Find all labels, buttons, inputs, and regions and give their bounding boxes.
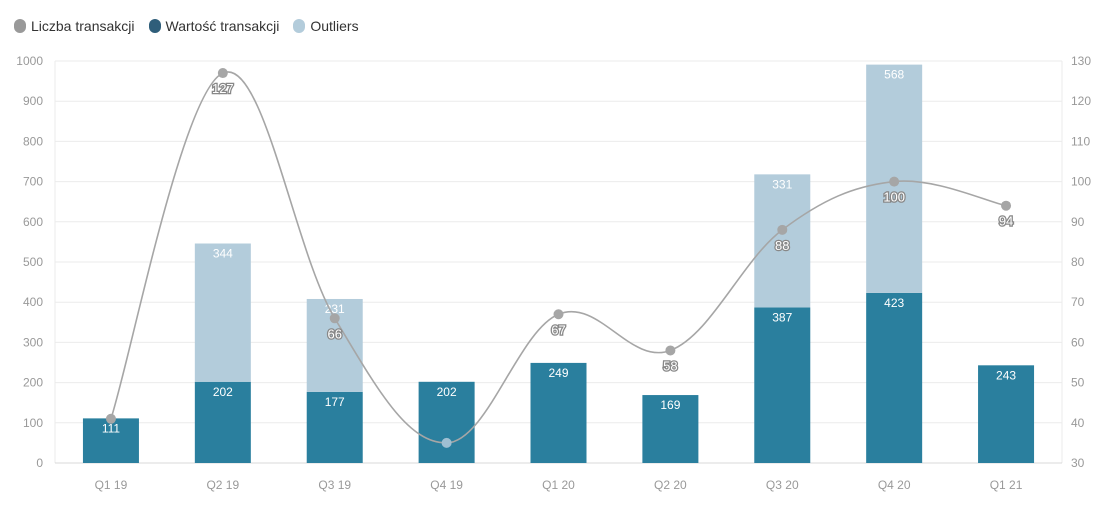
right-axis-tick: 110 bbox=[1071, 134, 1090, 148]
line-point-label: 66 bbox=[327, 326, 341, 341]
x-axis-tick: Q2 20 bbox=[654, 478, 687, 492]
bar-wartosc[interactable] bbox=[530, 362, 587, 463]
right-axis-tick: 40 bbox=[1071, 416, 1085, 430]
bar-label-wartosc: 423 bbox=[884, 296, 904, 310]
line-point[interactable] bbox=[105, 413, 116, 424]
bar-label-outliers: 568 bbox=[884, 68, 904, 82]
line-point[interactable] bbox=[665, 345, 676, 356]
line-point-label: 88 bbox=[775, 238, 789, 253]
legend-swatch-liczba bbox=[14, 19, 26, 33]
right-axis-tick: 60 bbox=[1071, 335, 1085, 349]
right-axis-tick: 30 bbox=[1071, 456, 1085, 470]
bar-wartosc[interactable] bbox=[754, 307, 811, 463]
bar-wartosc[interactable] bbox=[978, 365, 1035, 463]
legend-swatch-wartosc bbox=[148, 19, 161, 33]
right-axis-tick: 70 bbox=[1071, 295, 1085, 309]
line-point[interactable] bbox=[777, 224, 788, 235]
line-point[interactable] bbox=[1001, 200, 1012, 211]
right-axis-tick: 50 bbox=[1071, 376, 1085, 390]
line-point-label: 58 bbox=[663, 358, 677, 373]
bar-label-wartosc: 169 bbox=[660, 398, 680, 412]
bar-wartosc[interactable] bbox=[418, 381, 475, 463]
line-point-label: 127 bbox=[212, 81, 234, 96]
line-point[interactable] bbox=[441, 437, 452, 448]
right-axis-tick: 90 bbox=[1071, 215, 1085, 229]
legend-swatch-outliers bbox=[293, 19, 306, 33]
line-point-label: 67 bbox=[551, 322, 565, 337]
left-axis-tick: 900 bbox=[23, 94, 43, 108]
left-axis-tick: 700 bbox=[23, 175, 43, 189]
legend-item-wartosc-transakcji[interactable]: Wartość transakcji bbox=[148, 18, 280, 34]
left-axis-tick: 300 bbox=[23, 335, 43, 349]
x-axis-tick: Q2 19 bbox=[206, 478, 239, 492]
bar-label-wartosc: 202 bbox=[437, 385, 457, 399]
bar-wartosc[interactable] bbox=[82, 418, 139, 463]
right-axis-tick: 80 bbox=[1071, 255, 1085, 269]
bar-label-outliers: 344 bbox=[213, 247, 233, 261]
bar-wartosc[interactable] bbox=[642, 395, 699, 463]
bar-label-outliers: 231 bbox=[325, 302, 345, 316]
left-axis-tick: 600 bbox=[23, 215, 43, 229]
legend-item-outliers[interactable]: Outliers bbox=[293, 18, 359, 34]
bar-outliers[interactable] bbox=[194, 243, 251, 382]
right-axis-tick: 120 bbox=[1071, 94, 1091, 108]
left-axis-tick: 400 bbox=[23, 295, 43, 309]
bar-wartosc[interactable] bbox=[306, 391, 363, 463]
bar-wartosc[interactable] bbox=[194, 381, 251, 463]
bar-label-wartosc: 249 bbox=[548, 366, 568, 380]
x-axis-tick: Q4 19 bbox=[430, 478, 463, 492]
x-axis-tick: Q1 20 bbox=[542, 478, 575, 492]
x-axis-tick: Q1 21 bbox=[990, 478, 1023, 492]
bar-label-wartosc: 177 bbox=[325, 395, 345, 409]
right-axis-tick: 130 bbox=[1071, 54, 1091, 68]
bar-label-wartosc: 387 bbox=[772, 310, 792, 324]
x-axis-tick: Q1 19 bbox=[95, 478, 128, 492]
left-axis-tick: 100 bbox=[23, 416, 43, 430]
line-point[interactable] bbox=[329, 313, 340, 324]
line-point[interactable] bbox=[889, 176, 900, 187]
legend-item-liczba-transakcji[interactable]: Liczba transakcji bbox=[14, 18, 135, 34]
bar-outliers[interactable] bbox=[754, 174, 811, 308]
x-axis-tick: Q4 20 bbox=[878, 478, 911, 492]
left-axis-tick: 200 bbox=[23, 376, 43, 390]
chart-legend: Liczba transakcji Wartość transakcji Out… bbox=[14, 18, 359, 34]
right-axis-tick: 100 bbox=[1071, 175, 1091, 189]
left-axis-tick: 500 bbox=[23, 255, 43, 269]
line-point-label: 100 bbox=[883, 190, 905, 205]
legend-label-liczba: Liczba transakcji bbox=[31, 18, 135, 34]
legend-label-outliers: Outliers bbox=[310, 18, 359, 34]
legend-label-wartosc: Wartość transakcji bbox=[165, 18, 280, 34]
line-point[interactable] bbox=[553, 309, 564, 320]
bar-label-outliers: 331 bbox=[772, 177, 792, 191]
bar-label-wartosc: 111 bbox=[102, 421, 121, 435]
x-axis-tick: Q3 19 bbox=[318, 478, 351, 492]
x-axis-tick: Q3 20 bbox=[766, 478, 799, 492]
bar-label-wartosc: 243 bbox=[996, 368, 1016, 382]
left-axis-tick: 800 bbox=[23, 134, 43, 148]
bar-label-wartosc: 202 bbox=[213, 385, 233, 399]
line-point[interactable] bbox=[217, 68, 228, 79]
line-point-label: 94 bbox=[999, 214, 1013, 229]
bar-wartosc[interactable] bbox=[866, 292, 923, 463]
left-axis-tick: 0 bbox=[36, 456, 43, 470]
left-axis-tick: 1000 bbox=[16, 54, 43, 68]
